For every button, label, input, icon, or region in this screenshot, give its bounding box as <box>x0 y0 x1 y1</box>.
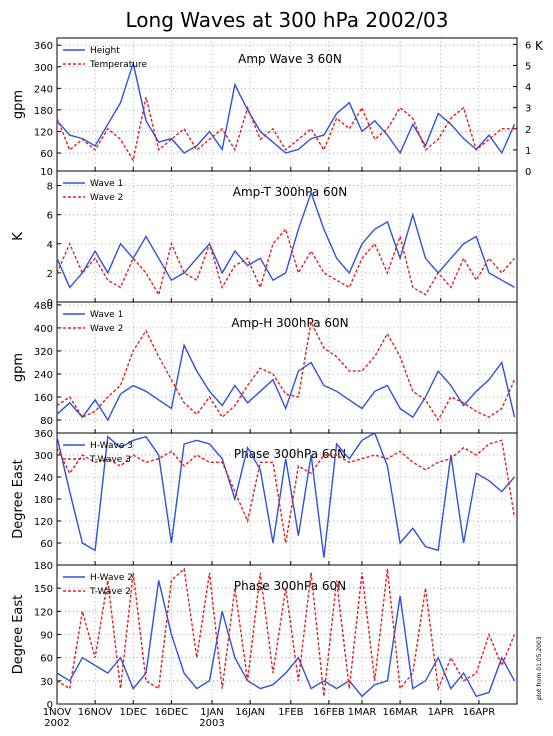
x-tick-label: 16MAR <box>383 707 418 718</box>
y-axis-label: K <box>11 232 26 241</box>
y2-tick-label: 6 <box>525 40 531 51</box>
y-tick-label: 0 <box>47 298 53 309</box>
y-tick-label: 8 <box>47 182 53 193</box>
x-tick-label: 16FEB <box>313 707 345 718</box>
series-line <box>56 439 516 544</box>
y-tick-label: 240 <box>34 473 53 484</box>
y-tick-label: 60 <box>40 539 53 550</box>
series-line <box>56 343 516 422</box>
x-tick-label: 1JAN 2003 <box>199 707 224 729</box>
x-tick-label-line: 1JAN <box>200 707 223 718</box>
y-tick-label: 150 <box>34 584 53 595</box>
y-tick-label: 300 <box>34 63 53 74</box>
series-line <box>56 227 516 297</box>
legend-label: Wave 1 <box>90 179 123 189</box>
y-tick-label: 180 <box>34 495 53 506</box>
legend-label: T-Wave 2 <box>89 587 131 597</box>
y2-tick-label: 1 <box>525 146 531 157</box>
x-tick-label-line: 1NOV <box>43 707 72 718</box>
y-tick-label: 180 <box>34 106 53 117</box>
y-tick-label: 240 <box>34 370 53 381</box>
y-tick-label: 300 <box>34 451 53 462</box>
series-line <box>56 319 516 422</box>
panel-title: Phase 300hPa 60N <box>234 447 346 461</box>
x-tick-label: 16APR <box>463 707 496 718</box>
y-tick-label: 240 <box>34 84 53 95</box>
y-tick-label: 90 <box>40 631 53 642</box>
legend-label: T-Wave 3 <box>89 455 131 465</box>
y-tick-label: 0 <box>47 700 53 711</box>
y-tick-label: 360 <box>34 429 53 440</box>
y-tick-label: 10 <box>40 167 53 178</box>
legend-label: Wave 2 <box>90 193 123 203</box>
panel-frame <box>56 564 518 705</box>
y2-tick-label: 2 <box>525 125 531 136</box>
series-line <box>56 60 516 155</box>
y-axis-label: Degree East <box>11 459 26 539</box>
y-tick-label: 2 <box>47 269 53 280</box>
y-tick-label: 160 <box>34 393 53 404</box>
x-tick-label: 16DEC <box>154 707 188 718</box>
series-line <box>56 96 515 163</box>
x-tick-label: 16JAN <box>235 707 265 718</box>
x-tick-label-line: 2003 <box>199 718 224 729</box>
legend-label: H-Wave 2 <box>90 573 133 583</box>
y-tick-label: 4 <box>47 240 53 251</box>
y-tick-label: 60 <box>40 149 53 160</box>
plot-note: plot from 01.05.2003 <box>536 636 543 700</box>
legend-label: Temperature <box>89 60 147 70</box>
y-tick-label: 80 <box>40 416 53 427</box>
y-tick-label: 400 <box>34 324 53 335</box>
y2-tick-label: 5 <box>525 61 531 72</box>
y-tick-label: 180 <box>34 561 53 572</box>
page-title: Long Waves at 300 hPa 2002/03 <box>126 8 449 32</box>
y-tick-label: 6 <box>47 211 53 222</box>
y-tick-label: 60 <box>40 654 53 665</box>
y-tick-label: 320 <box>34 347 53 358</box>
legend-label: H-Wave 3 <box>90 441 133 451</box>
series-line <box>56 431 516 558</box>
y-axis-label: gpm <box>11 90 26 119</box>
y-tick-label: 360 <box>34 41 53 52</box>
y-tick-label: 480 <box>34 301 53 312</box>
x-tick-label: 1APR <box>428 707 454 718</box>
x-tick-label: 1MAR <box>348 707 377 718</box>
y-axis-label: gpm <box>11 353 26 382</box>
panel-title: Amp-T 300hPa 60N <box>233 185 348 199</box>
panel-title: Phase 300hPa 60N <box>234 579 346 593</box>
y-tick-label: 120 <box>34 127 53 138</box>
y-tick-label: 120 <box>34 607 53 618</box>
y2-tick-label: 4 <box>525 83 531 94</box>
legend-label: Wave 2 <box>90 324 123 334</box>
y-axis-label: Degree East <box>11 595 26 675</box>
y2-axis-label: K <box>535 39 544 53</box>
panel-title: Amp Wave 3 60N <box>238 52 342 66</box>
x-tick-label-line: 2002 <box>44 718 69 729</box>
x-tick-label: 1FEB <box>278 707 303 718</box>
x-tick-label: 1NOV 2002 <box>43 707 72 729</box>
y-tick-label: 30 <box>40 677 53 688</box>
legend-label: Wave 1 <box>90 310 123 320</box>
legend-label: Height <box>90 46 120 56</box>
series-line <box>56 567 516 697</box>
x-tick-label: 1DEC <box>120 707 147 718</box>
y-tick-label: 120 <box>34 517 53 528</box>
series-line <box>56 580 516 698</box>
y2-tick-label: 0 <box>525 167 531 178</box>
panel-title: Amp-H 300hPa 60N <box>231 316 348 330</box>
x-tick-label: 16NOV <box>78 707 113 718</box>
y2-tick-label: 3 <box>525 104 531 115</box>
